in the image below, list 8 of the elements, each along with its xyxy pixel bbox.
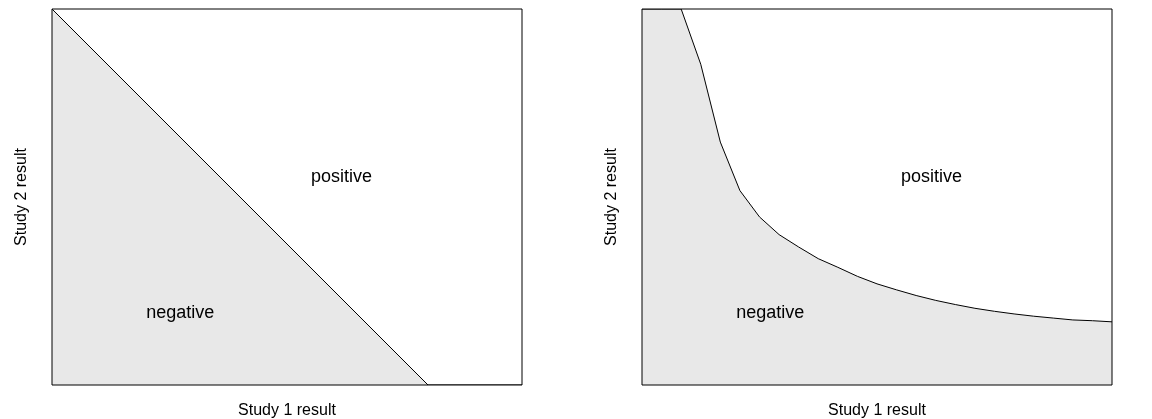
x-axis-title: Study 1 result (238, 401, 337, 418)
y-axis-title: Study 2 result (601, 147, 619, 246)
annotation: negative (736, 302, 805, 324)
y-axis-title: Study 2 result (11, 147, 29, 246)
annotation: positive (901, 166, 963, 188)
annotation: positive (311, 166, 373, 188)
annotation: negative (146, 302, 215, 324)
x-axis-title: Study 1 result (828, 401, 927, 418)
